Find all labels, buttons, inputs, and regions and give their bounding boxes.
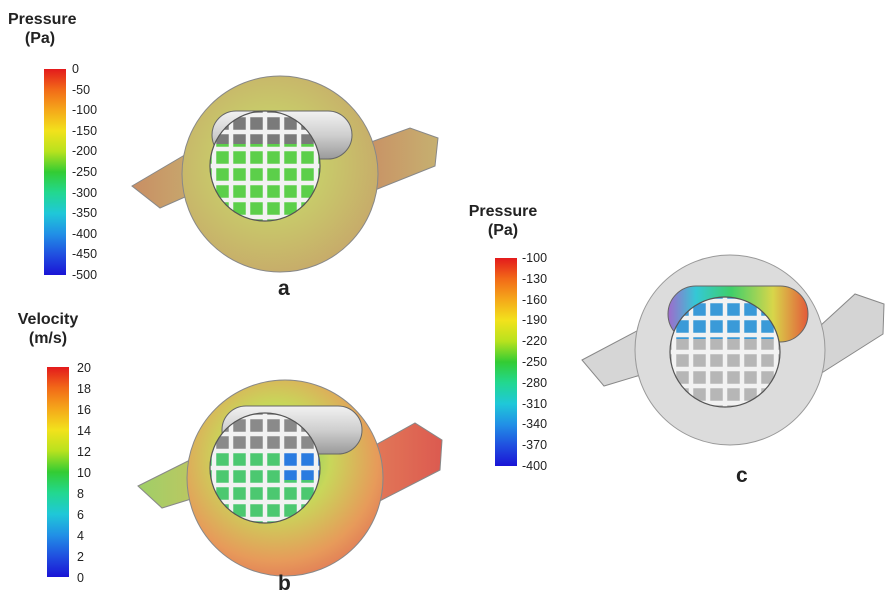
legend-a-tick: -300 (72, 185, 98, 200)
panel-a-pressure-contour (131, 75, 439, 273)
legend-b-tick: 8 (77, 487, 84, 501)
panel-a-mesh (210, 111, 320, 221)
legend-a-tick: -200 (72, 144, 98, 159)
panel-b-velocity-contour (137, 379, 443, 577)
legend-b-tick: 10 (77, 466, 91, 480)
legend-c-tick: -370 (522, 438, 548, 453)
legend-b-colorbar (47, 367, 69, 577)
legend-c-tick: -220 (522, 334, 548, 349)
legend-c-tick: -310 (522, 396, 548, 411)
legend-a-tick: -150 (72, 123, 98, 138)
legend-c-tick: -340 (522, 417, 548, 432)
legend-c-title: Pressure (Pa) (460, 202, 546, 240)
legend-a-tick: -100 (72, 103, 98, 118)
legend-a-tick: 0 (72, 62, 79, 76)
legend-b-tick: 6 (77, 508, 84, 522)
legend-a-title: Pressure (Pa) (8, 10, 77, 48)
legend-b-title: Velocity (m/s) (12, 310, 84, 348)
legend-c-tick: -190 (522, 313, 548, 328)
legend-b-tick: 2 (77, 550, 84, 564)
legend-b-tick: 12 (77, 445, 91, 459)
legend-b-tick: 20 (77, 361, 91, 375)
legend-a-tick: -350 (72, 206, 98, 221)
legend-c-tick: -160 (522, 292, 548, 307)
legend-a-tick: -50 (72, 82, 91, 97)
legend-b-tick: 4 (77, 529, 84, 543)
legend-b-tick: 0 (77, 571, 84, 585)
panel-c-capsule-pressure (581, 254, 885, 446)
legend-c-tick: -280 (522, 375, 548, 390)
legend-c-tick: -250 (522, 355, 548, 369)
legend-a-colorbar (44, 69, 66, 275)
legend-c-tick: -400 (522, 459, 548, 473)
legend-b-tick: 14 (77, 424, 91, 438)
legend-c-tick: -100 (522, 251, 548, 265)
legend-a-tick: -400 (72, 226, 98, 241)
panel-c-label: c (736, 464, 748, 487)
legend-c-title-line1: Pressure (468, 203, 538, 220)
legend-b-title-line1: Velocity (17, 311, 79, 328)
legend-c-tick: -130 (522, 271, 548, 286)
legend-b-tick: 18 (77, 382, 91, 396)
panel-a-label: a (278, 277, 290, 300)
legend-a-tick: -500 (72, 268, 98, 282)
legend-c-title-line2: (Pa) (487, 222, 519, 239)
legend-b-title-line2: (m/s) (28, 330, 68, 347)
panel-c-outlet-channel (819, 293, 885, 375)
legend-b-tick: 16 (77, 403, 91, 417)
legend-a-tick: -250 (72, 165, 98, 179)
panel-b-label: b (278, 572, 291, 595)
legend-a-title-line2: (Pa) (24, 30, 56, 47)
legend-a-tick: -450 (72, 247, 98, 262)
legend-c-colorbar (495, 258, 517, 466)
legend-a-title-line1: Pressure (8, 11, 77, 28)
